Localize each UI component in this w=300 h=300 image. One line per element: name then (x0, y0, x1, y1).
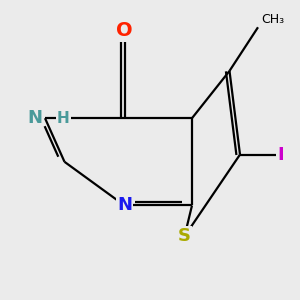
Text: O: O (116, 21, 133, 40)
Text: CH₃: CH₃ (261, 13, 284, 26)
Text: N: N (117, 196, 132, 214)
Text: S: S (178, 227, 191, 245)
Text: N: N (27, 109, 42, 127)
Text: H: H (57, 111, 70, 126)
Text: I: I (277, 146, 284, 164)
